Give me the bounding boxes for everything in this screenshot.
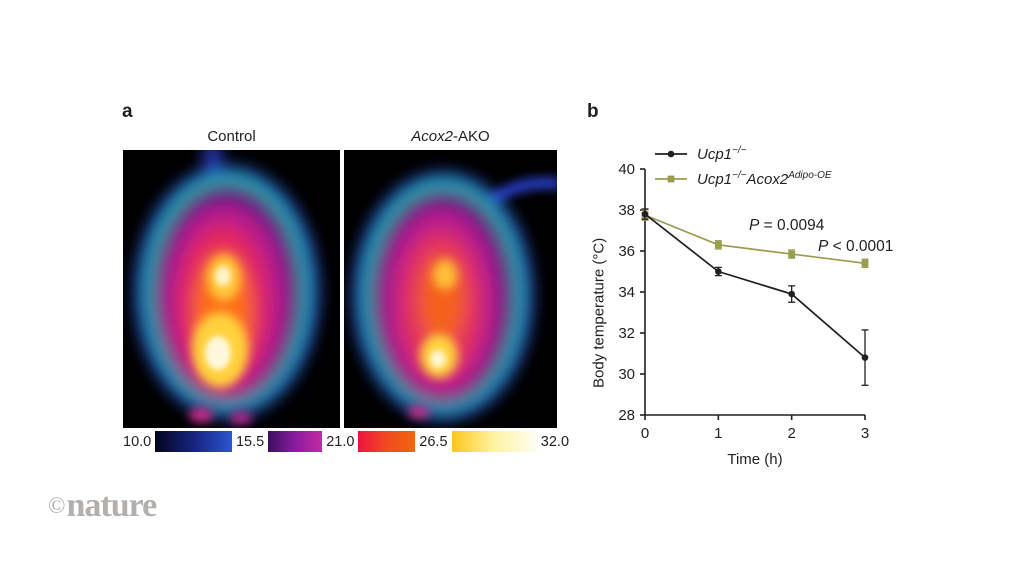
control-title-text: Control (207, 128, 256, 145)
series-line (644, 214, 866, 265)
legend-label-ucp1ko: Ucp1−/− (697, 144, 747, 163)
colorbar-gradient-blue (155, 431, 232, 452)
legend-item-ucp1ko-acox2oe: Ucp1−/−Acox2Adipo-OE (655, 169, 832, 188)
y-tick-label: 36 (618, 243, 635, 260)
body-temperature-chart: 28 30 32 34 36 38 40 0 1 2 3 (618, 161, 869, 442)
panel-a-label: a (122, 101, 133, 122)
legend-marker-circle-icon (655, 150, 687, 157)
nature-wordmark: nature (66, 487, 157, 524)
colorbar-label-10: 10.0 (123, 431, 156, 452)
p-value-annotation-2: P < 0.0001 (818, 238, 894, 255)
copyright-icon: © (48, 493, 66, 518)
y-tick-label: 32 (618, 325, 635, 342)
legend-label-ucp1ko-acox2oe: Ucp1−/−Acox2Adipo-OE (697, 169, 832, 188)
colorbar-gradient-red (358, 431, 416, 452)
data-point-circle (641, 210, 649, 218)
y-axis-title: Body temperature (°C) (590, 237, 608, 389)
y-tick-label: 30 (618, 366, 635, 383)
legend-marker-square-icon (655, 175, 687, 182)
thermal-image-control (123, 150, 340, 428)
chart-legend: Ucp1−/− Ucp1−/−Acox2Adipo-OE (655, 144, 832, 188)
p-value-annotation-1: P = 0.0094 (749, 217, 825, 234)
x-tick-label: 3 (861, 425, 869, 442)
ako-title-suffix: -AKO (453, 128, 490, 145)
x-axis-title: Time (h) (727, 451, 783, 468)
colorbar-label-32: 32.0 (536, 431, 570, 452)
data-point-square (788, 250, 796, 258)
ako-title-gene: Acox2 (411, 128, 453, 145)
colorbar-label-21: 21.0 (322, 431, 359, 452)
legend-item-ucp1ko: Ucp1−/− (655, 144, 832, 163)
x-tick-label: 0 (641, 425, 649, 442)
panel-b-label: b (587, 101, 599, 122)
colorbar-label-15.5: 15.5 (231, 431, 269, 452)
x-tick-label: 2 (787, 425, 795, 442)
colorbar-gradient-purple (268, 431, 323, 452)
data-point-circle (861, 354, 869, 361)
series-line (644, 213, 866, 359)
y-tick-label: 40 (618, 161, 635, 178)
thermal-image-ako (344, 150, 557, 428)
x-tick-label: 1 (714, 425, 722, 442)
data-point-circle (715, 268, 722, 275)
y-tick-label: 28 (618, 407, 635, 424)
data-point-square (714, 241, 722, 249)
y-tick-label: 34 (618, 284, 635, 301)
axes-line (644, 169, 865, 416)
data-point-circle (788, 290, 795, 298)
data-point-square (861, 259, 869, 267)
y-tick-label: 38 (618, 202, 635, 219)
colorbar-gradient-yellow (451, 431, 537, 452)
temperature-colorbar: 10.0 15.5 21.0 26.5 32.0 (123, 431, 570, 452)
ako-image-title: Acox2-AKO (344, 128, 557, 145)
control-image-title: Control (123, 128, 340, 145)
nature-logo: © nature (48, 487, 157, 525)
colorbar-label-26.5: 26.5 (415, 431, 452, 452)
